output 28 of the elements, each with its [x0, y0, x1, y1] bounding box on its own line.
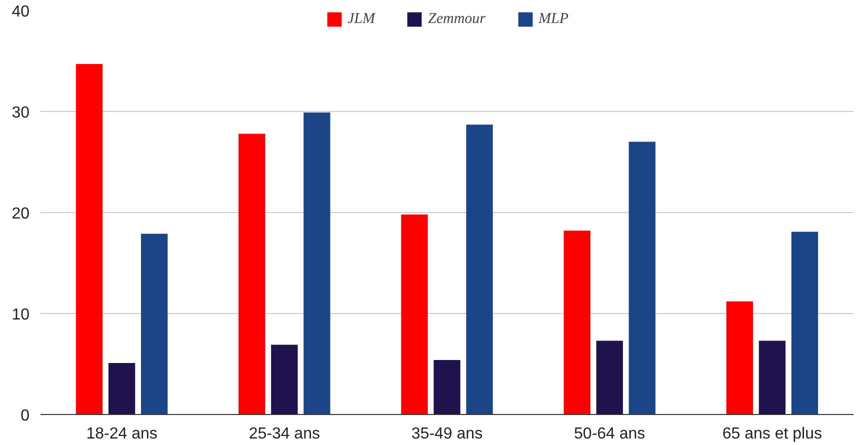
bar: [726, 301, 754, 414]
x-tick-label: 65 ans et plus: [722, 426, 822, 442]
y-tick-label: 20: [12, 206, 30, 222]
x-tick-label: 25-34 ans: [248, 426, 320, 442]
x-tick-label: 18-24 ans: [86, 426, 158, 442]
bar: [140, 234, 168, 414]
bar: [108, 362, 136, 414]
bar: [596, 340, 623, 414]
bar: [564, 230, 590, 414]
bar: [401, 214, 428, 414]
bar: [76, 64, 103, 414]
bar: [466, 124, 493, 414]
y-tick-label: 40: [12, 4, 30, 20]
x-tick-label: 35-49 ans: [411, 426, 483, 442]
legend-label: JLM: [347, 10, 375, 28]
bar: [758, 340, 786, 414]
legend-label: MLP: [538, 10, 569, 28]
bar: [628, 142, 656, 414]
bar: [791, 232, 818, 414]
bar: [271, 344, 298, 414]
x-tick-label: 50-64 ans: [574, 426, 646, 442]
y-tick-label: 0: [20, 408, 30, 424]
bar: [238, 134, 266, 414]
legend-label: Zemmour: [428, 10, 486, 28]
y-tick-label: 10: [12, 306, 30, 324]
bar: [434, 360, 460, 414]
y-tick-label: 30: [12, 104, 30, 122]
bar: [304, 112, 330, 414]
